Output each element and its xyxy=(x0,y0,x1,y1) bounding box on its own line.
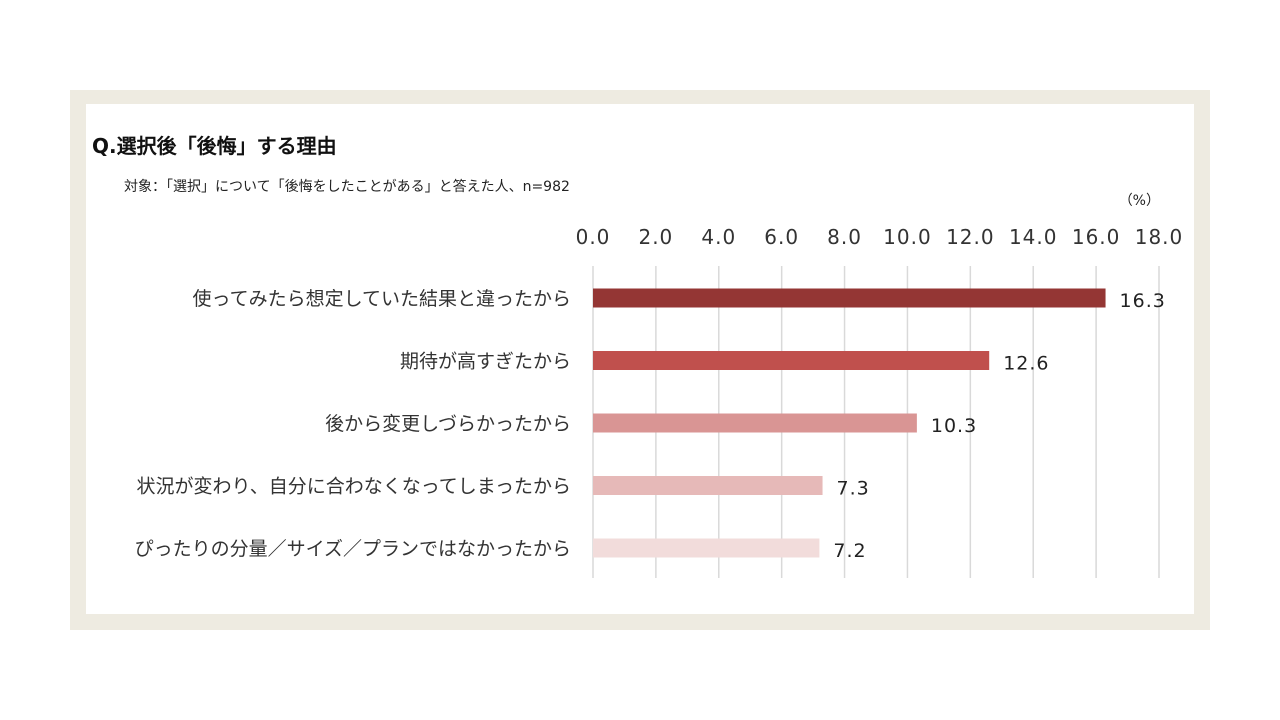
x-tick-label: 12.0 xyxy=(946,225,995,249)
unit-label: （%） xyxy=(1118,193,1160,209)
x-tick-label: 18.0 xyxy=(1135,225,1184,249)
x-tick-label: 2.0 xyxy=(638,225,673,249)
x-tick-label: 8.0 xyxy=(827,225,862,249)
category-label: 後から変更しづらかったから xyxy=(325,413,571,435)
data-label: 10.3 xyxy=(931,415,977,437)
x-tick-label: 10.0 xyxy=(883,225,932,249)
chart-subtitle: 対象：「選択」について「後悔をしたことがある」と答えた人、n=982 xyxy=(124,179,570,195)
data-label: 7.2 xyxy=(833,540,866,562)
x-tick-label: 0.0 xyxy=(576,225,611,249)
bar xyxy=(593,538,820,558)
bar xyxy=(593,476,823,495)
data-label: 12.6 xyxy=(1003,353,1049,375)
bar xyxy=(593,351,990,370)
data-label: 16.3 xyxy=(1120,290,1166,312)
bar xyxy=(593,413,917,433)
x-tick-label: 4.0 xyxy=(701,225,736,249)
chart-title: Q.選択後「後悔」する理由 xyxy=(92,134,337,158)
x-tick-label: 6.0 xyxy=(764,225,799,249)
bar xyxy=(593,288,1106,308)
category-label: 状況が変わり、自分に合わなくなってしまったから xyxy=(136,476,571,498)
data-label: 7.3 xyxy=(837,478,870,500)
x-tick-label: 16.0 xyxy=(1072,225,1121,249)
category-label: 期待が高すぎたから xyxy=(400,351,571,373)
category-label: 使ってみたら想定していた結果と違ったから xyxy=(193,288,571,310)
category-label: ぴったりの分量／サイズ／プランではなかったから xyxy=(135,538,571,560)
x-tick-label: 14.0 xyxy=(1009,225,1058,249)
